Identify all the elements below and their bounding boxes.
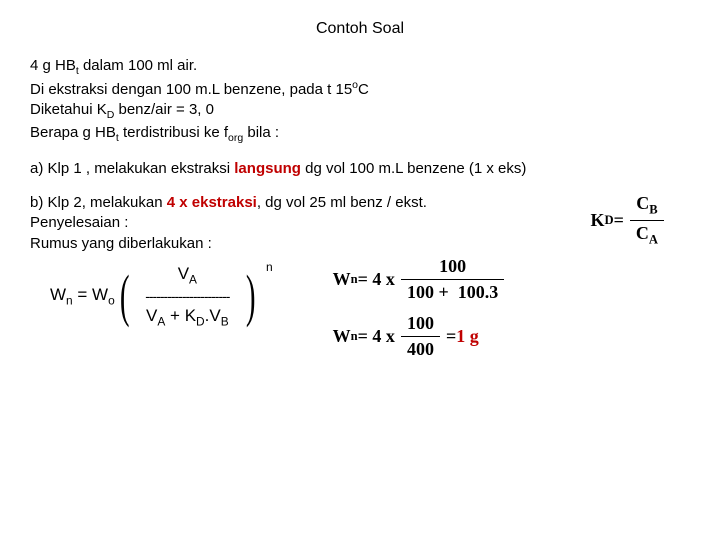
fraction: 100 400: [401, 313, 440, 360]
eq-line-1: Wn = 4 x 100 100 + 100.3: [333, 256, 511, 303]
t: benz/air = 3, 0: [114, 101, 214, 118]
t: + K: [165, 306, 196, 325]
sub: o: [108, 293, 115, 307]
t: .V: [205, 306, 221, 325]
t: = 4 x: [358, 269, 395, 290]
t: Di ekstraksi dengan 100 m.L benzene, pad…: [30, 81, 352, 98]
t: = 4 x: [358, 326, 395, 347]
t: a) Klp 1 , melakukan ekstraksi: [30, 160, 234, 177]
problem-statement: 4 g HBt dalam 100 ml air. Di ekstraksi d…: [30, 56, 690, 145]
sub: n: [66, 293, 73, 307]
t: Berapa g HB: [30, 124, 116, 141]
sub: A: [189, 272, 197, 286]
fraction: CB CA: [630, 193, 664, 247]
t: = W: [73, 285, 108, 304]
sub: A: [649, 232, 658, 246]
sub: D: [196, 315, 205, 329]
line4: Berapa g HBt terdistribusi ke forg bila …: [30, 123, 690, 145]
t: terdistribusi ke f: [119, 124, 228, 141]
highlight: 4 x ekstraksi: [167, 194, 257, 211]
line1: 4 g HBt dalam 100 ml air.: [30, 56, 690, 78]
t: , dg vol 25 ml benz / ekst.: [257, 194, 427, 211]
kd-formula: KD = CB CA: [591, 193, 671, 247]
den: 100 + 100.3: [401, 280, 504, 303]
main-formula: Wn = Wo ( VA ----------------------- VA …: [50, 264, 273, 329]
sub: n: [351, 329, 358, 344]
t: W: [50, 285, 66, 304]
t: W: [333, 269, 351, 290]
t: =: [614, 210, 624, 231]
t: C: [358, 81, 369, 98]
t: V: [178, 264, 189, 283]
bracket-left: (: [120, 270, 130, 322]
num: 100: [401, 256, 504, 280]
sub: n: [351, 272, 358, 287]
t: dg vol 100 m.L benzene (1 x eks): [301, 160, 526, 177]
t: C: [636, 193, 649, 213]
rule-label: Rumus yang diberlakukan :: [30, 234, 591, 254]
numeric-equations: Wn = 4 x 100 100 + 100.3 Wn = 4 x 100 40…: [333, 256, 511, 370]
line3: Diketahui KD benz/air = 3, 0: [30, 100, 690, 122]
dashes: -----------------------: [145, 288, 229, 304]
t: 4 g HB: [30, 57, 76, 74]
fraction: VA ----------------------- VA + KD.VB: [140, 264, 235, 329]
highlight: langsung: [234, 160, 301, 177]
sub: org: [228, 132, 243, 144]
num: 100: [401, 313, 440, 337]
sub: D: [605, 213, 614, 228]
t: dalam 100 ml air.: [79, 57, 197, 74]
t: V: [146, 306, 157, 325]
t: =: [446, 326, 456, 347]
t: b) Klp 2, melakukan: [30, 194, 167, 211]
line2: Di ekstraksi dengan 100 m.L benzene, pad…: [30, 78, 690, 100]
den: 400: [401, 337, 440, 360]
t: W: [333, 326, 351, 347]
question-a: a) Klp 1 , melakukan ekstraksi langsung …: [30, 159, 690, 179]
result: 1 g: [456, 326, 479, 347]
question-b: b) Klp 2, melakukan 4 x ekstraksi, dg vo…: [30, 193, 591, 254]
solution-label: Penyelesaian :: [30, 213, 591, 233]
sub: B: [221, 315, 229, 329]
bracket-right: ): [245, 270, 255, 322]
page-title: Contoh Soal: [30, 20, 690, 38]
t: K: [591, 210, 605, 231]
eq-line-2: Wn = 4 x 100 400 = 1 g: [333, 313, 511, 360]
exponent: n: [266, 260, 273, 274]
t: Diketahui K: [30, 101, 107, 118]
t: C: [636, 223, 649, 243]
sub: B: [649, 203, 657, 217]
t: bila :: [243, 124, 279, 141]
fraction: 100 100 + 100.3: [401, 256, 504, 303]
